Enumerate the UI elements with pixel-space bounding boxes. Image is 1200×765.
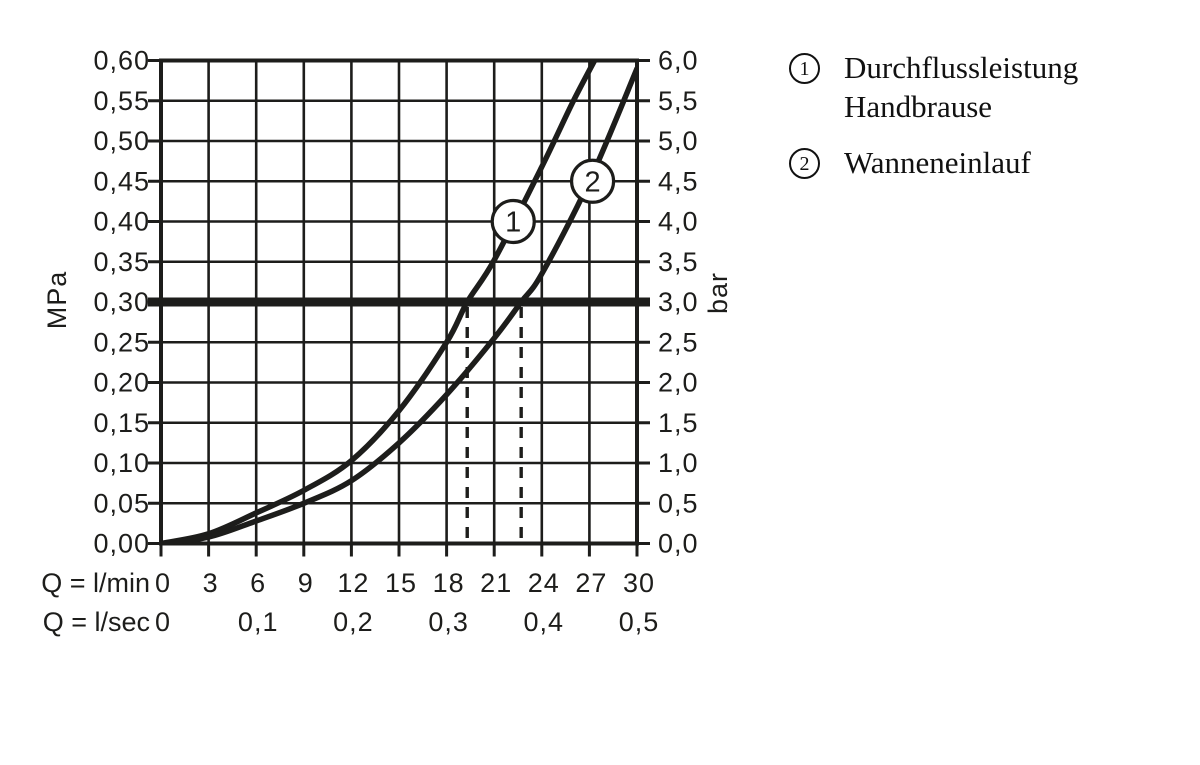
y-left-tick-label: 0,40	[93, 207, 150, 237]
x-secondary-tick-label: 0,5	[619, 607, 660, 637]
curve-markers: 12	[490, 158, 616, 245]
curves	[159, 58, 639, 546]
y-left-tick-label: 0,60	[93, 46, 150, 76]
y-right-tick-label: 0,5	[658, 488, 699, 518]
y-left-unit-label: MPa	[42, 271, 72, 330]
y-right-tick-label: 2,5	[658, 327, 699, 357]
y-left-tick-label: 0,05	[93, 488, 150, 518]
y-right-tick-label: 0,0	[658, 529, 699, 559]
y-left-tick-label: 0,50	[93, 126, 150, 156]
y-right-tick-label: 4,0	[658, 207, 699, 237]
x-secondary-tick-label: 0	[155, 607, 171, 637]
y-left-tick-label: 0,55	[93, 86, 150, 116]
curve-1	[159, 58, 599, 546]
x-primary-tick-label: 27	[575, 568, 607, 598]
y-left-tick-label: 0,20	[93, 368, 150, 398]
x-primary-tick-label: 24	[528, 568, 560, 598]
y-right-tick-label: 5,0	[658, 126, 699, 156]
legend-line: Durchflussleistung	[844, 50, 1079, 85]
y-right-tick-label: 3,5	[658, 247, 699, 277]
curve-marker-label-1: 1	[505, 207, 521, 239]
circled-2-icon: 2	[789, 148, 820, 179]
x-secondary-tick-label: 0,3	[428, 607, 469, 637]
x-primary-tick-label: 6	[250, 568, 266, 598]
legend-label-handbrause: Durchflussleistung Handbrause	[844, 48, 1078, 126]
x-primary-tick-label: 0	[155, 568, 171, 598]
curve-2	[159, 65, 639, 546]
y-right-tick-label: 1,0	[658, 448, 699, 478]
tick-labels: 0,600,550,500,450,400,350,300,250,200,15…	[93, 46, 699, 638]
x-secondary-tick-label: 0,4	[524, 607, 565, 637]
x-primary-tick-label: 30	[623, 568, 655, 598]
y-right-unit-label: bar	[703, 272, 733, 314]
y-right-tick-label: 6,0	[658, 46, 699, 76]
curve-marker-label-2: 2	[585, 166, 601, 198]
x-primary-tick-label: 9	[298, 568, 314, 598]
legend-item-handbrause: 1 Durchflussleistung Handbrause	[789, 48, 1078, 126]
curve-marker-circle-1	[490, 198, 536, 245]
legend-line: Handbrause	[844, 89, 993, 124]
x-primary-tick-label: 3	[203, 568, 219, 598]
legend-label-wanneneinlauf: Wanneneinlauf	[844, 143, 1031, 182]
y-left-tick-label: 0,15	[93, 408, 150, 438]
y-right-tick-label: 2,0	[658, 368, 699, 398]
legend: 1 Durchflussleistung Handbrause 2 Wannene…	[789, 48, 1078, 199]
y-left-tick-label: 0,30	[93, 287, 150, 317]
y-left-tick-label: 0,45	[93, 166, 150, 196]
circled-1-icon: 1	[789, 53, 820, 84]
x-secondary-tick-label: 0,1	[238, 607, 279, 637]
y-right-tick-label: 1,5	[658, 408, 699, 438]
x-primary-tick-label: 21	[480, 568, 512, 598]
grid	[148, 58, 650, 557]
x-secondary-tick-label: 0,2	[333, 607, 374, 637]
x-primary-tick-label: 18	[433, 568, 465, 598]
x-primary-tick-label: 12	[337, 568, 369, 598]
x-primary-axis-label: Q = l/min	[41, 568, 150, 598]
curve-marker-circle-2	[569, 158, 616, 204]
legend-line: Wanneneinlauf	[844, 145, 1031, 180]
y-left-tick-label: 0,00	[93, 529, 150, 559]
y-right-tick-label: 3,0	[658, 287, 699, 317]
x-primary-tick-label: 15	[385, 568, 417, 598]
y-right-tick-label: 5,5	[658, 86, 699, 116]
x-secondary-axis-label: Q = l/sec	[43, 607, 150, 637]
legend-item-wanneneinlauf: 2 Wanneneinlauf	[789, 143, 1078, 182]
y-left-tick-label: 0,25	[93, 327, 150, 357]
y-left-tick-label: 0,35	[93, 247, 150, 277]
y-right-tick-label: 4,5	[658, 166, 699, 196]
reference-line-group	[148, 297, 650, 544]
y-left-tick-label: 0,10	[93, 448, 150, 478]
